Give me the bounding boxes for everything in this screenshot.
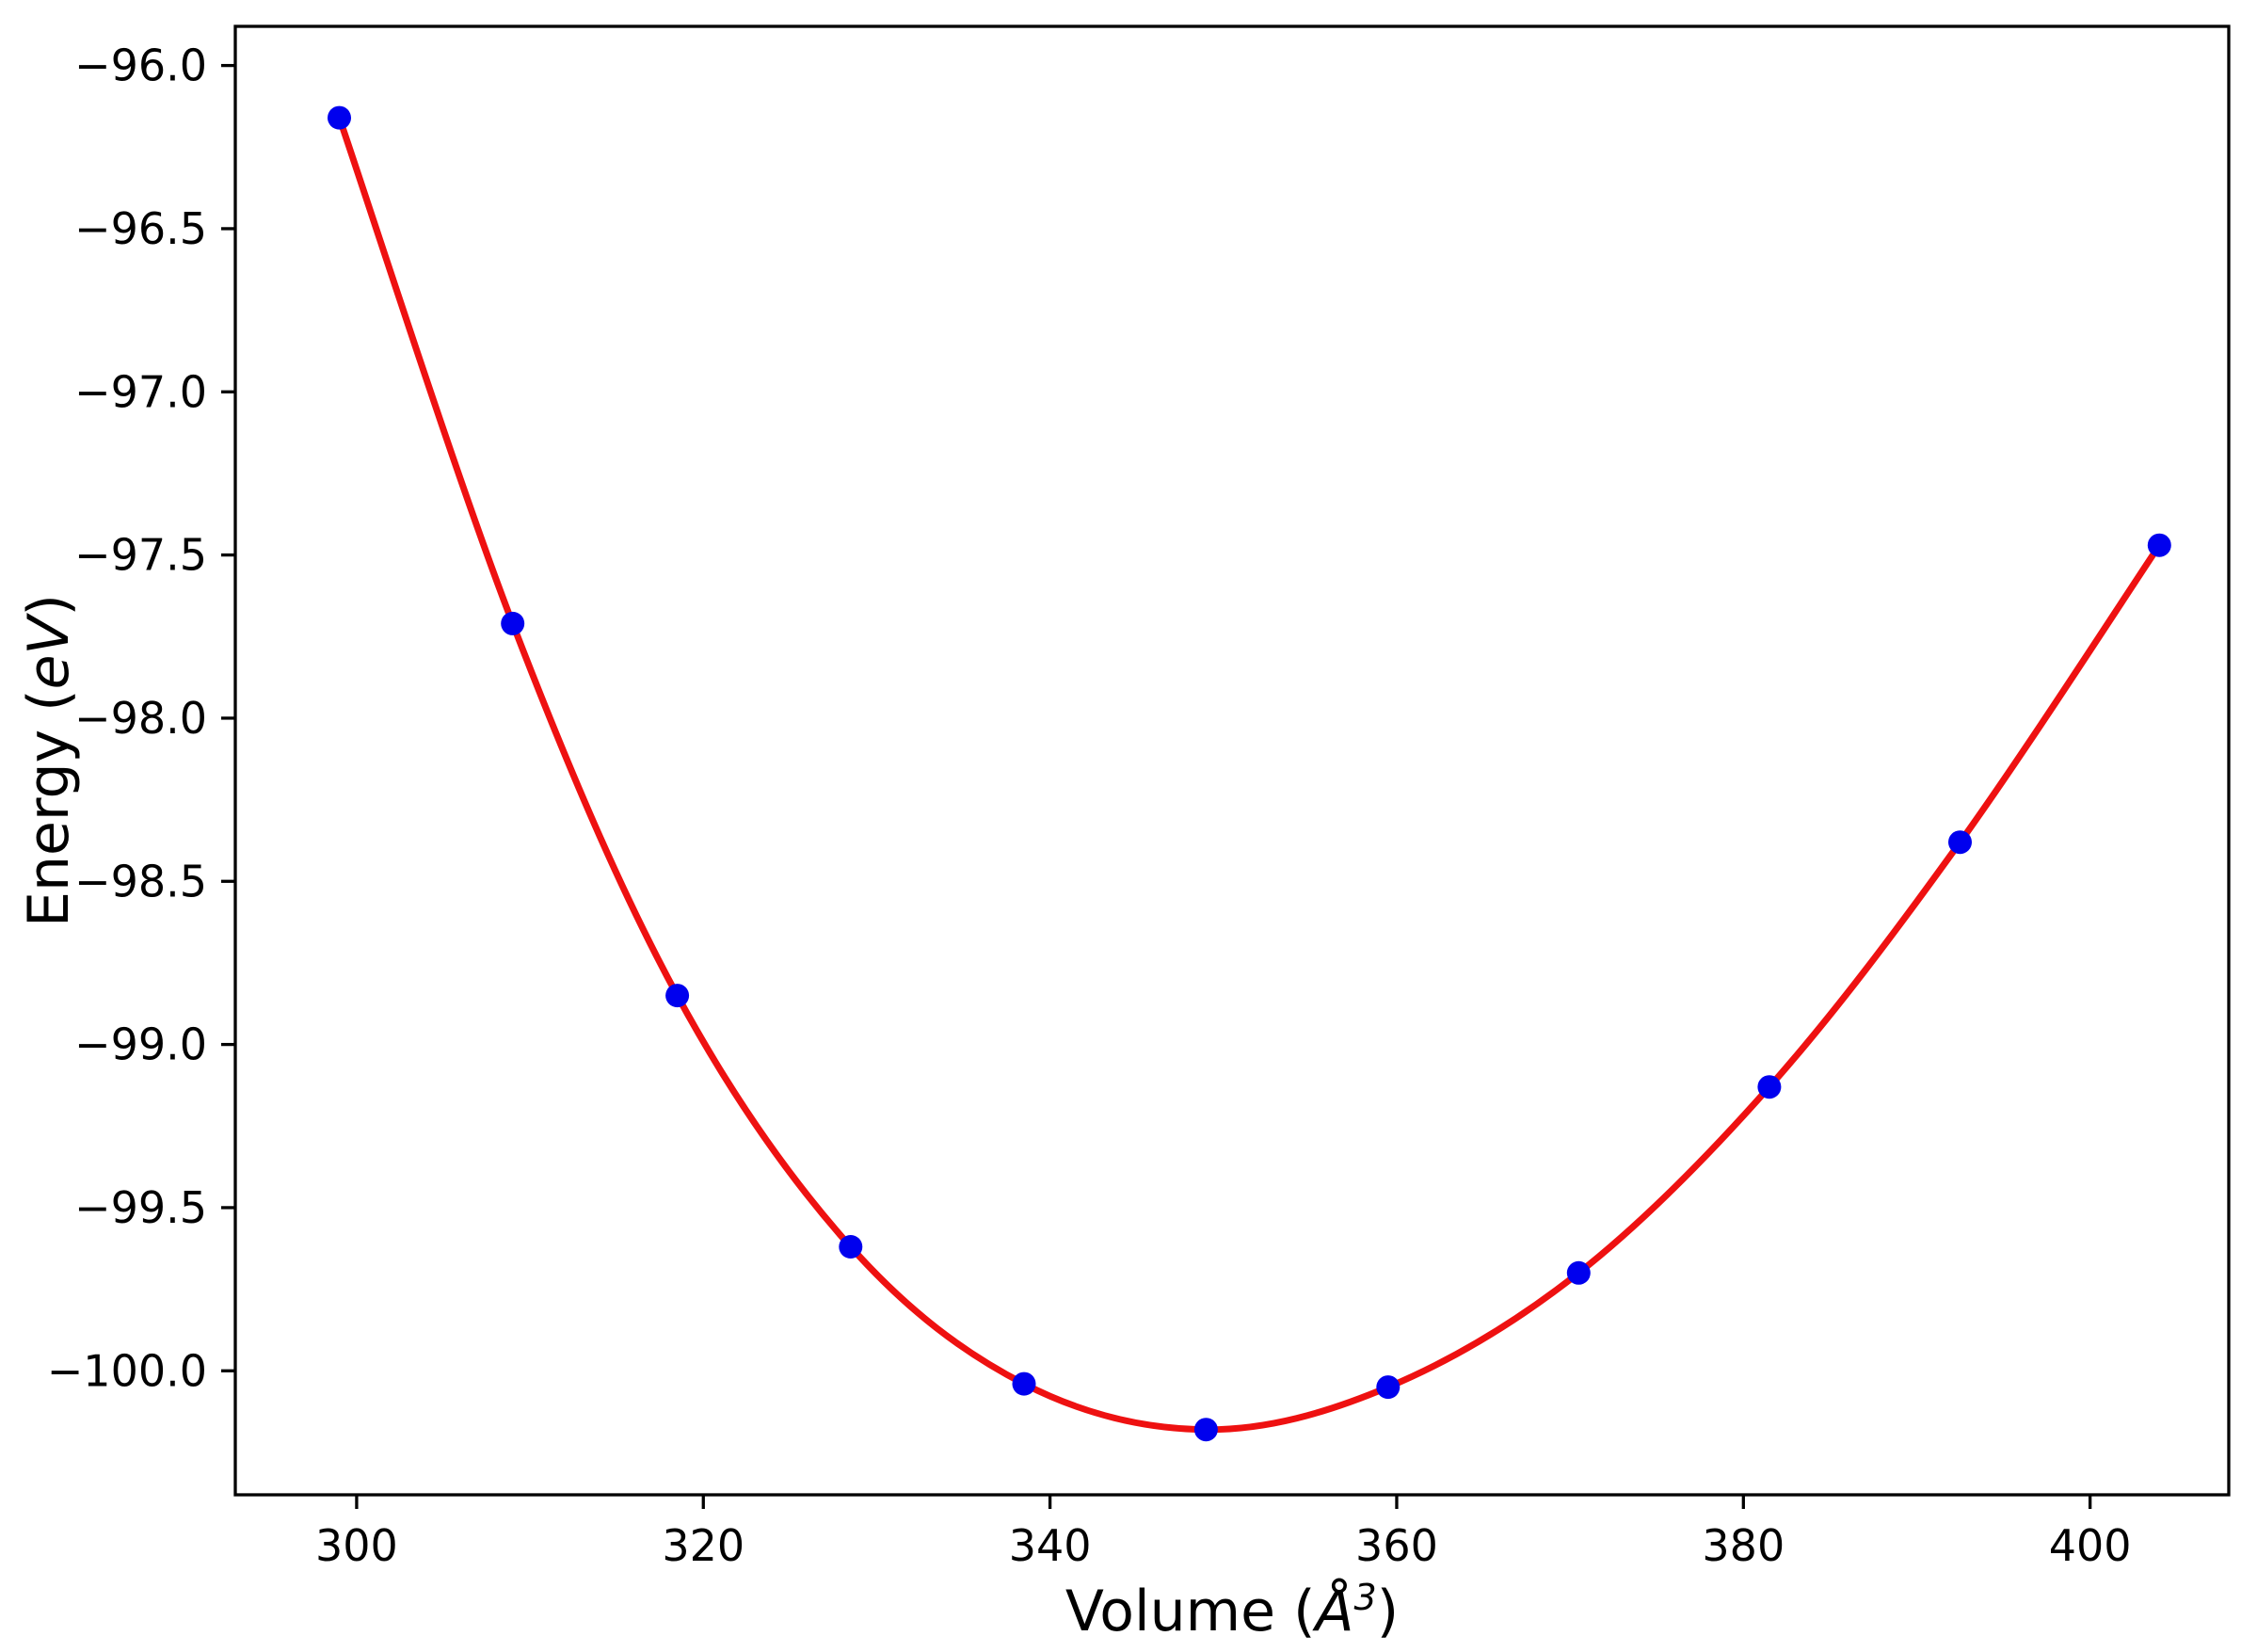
y-axis-label-suffix: ) [16,594,82,617]
x-axis-label-prefix: Volume ( [1064,1579,1316,1644]
data-point-marker [1757,1075,1782,1099]
x-axis-label-symbol: Å [1315,1579,1354,1644]
x-tick-label: 360 [1355,1520,1438,1571]
x-axis-label: Volume (Å3) [235,1577,2229,1644]
data-point-marker [1376,1375,1401,1400]
data-point-marker [1566,1260,1591,1285]
y-tick-label: −100.0 [47,1345,207,1396]
y-tick-label: −96.5 [74,203,207,254]
y-tick-label: −97.5 [74,530,207,581]
y-tick-label: −98.5 [74,856,207,906]
data-point-marker [1948,830,1972,855]
fit-curve [336,114,2163,1434]
data-point-marker [839,1235,863,1259]
x-tick-label: 380 [1702,1520,1785,1571]
data-point-marker [665,984,690,1008]
y-axis-label-prefix: Energy ( [16,689,82,927]
data-point-marker [328,105,351,130]
y-tick-label: −97.0 [74,366,207,417]
data-point-marker [1193,1418,1218,1442]
y-tick-label: −99.5 [74,1182,207,1233]
y-axis-label-symbol: eV [16,616,82,690]
x-axis-label-superscript: 3 [1353,1577,1377,1618]
x-tick-label: 300 [315,1520,398,1571]
y-tick-label: −96.0 [74,40,207,91]
y-tick-label: −98.0 [74,693,207,744]
x-axis-label-suffix: ) [1376,1579,1400,1644]
x-tick-label: 320 [662,1520,744,1571]
y-axis-label: Energy (eV) [16,594,82,927]
x-tick-label: 340 [1009,1520,1092,1571]
data-point-marker [2147,533,2171,557]
axes-frame [233,24,2231,1497]
x-tick-label: 400 [2049,1520,2132,1571]
data-point-marker [501,611,525,635]
y-tick-label: −99.0 [74,1019,207,1070]
data-point-marker [1012,1371,1036,1396]
